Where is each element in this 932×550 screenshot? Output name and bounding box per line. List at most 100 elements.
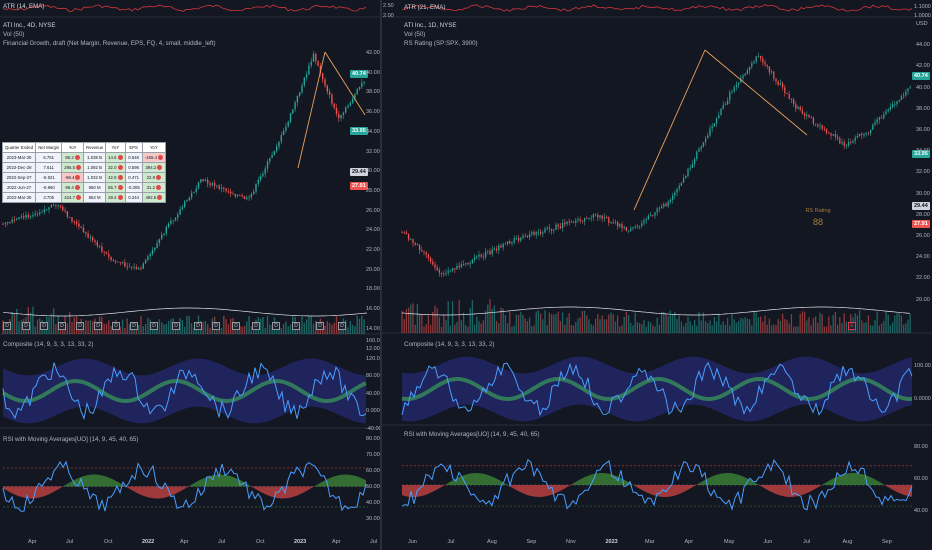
composite-legend-right[interactable]: Composite (14, 9, 3, 3, 13, 33, 2) [404,341,495,348]
atr-legend: ATR (14, EMA) [3,3,45,10]
dividend-marker-icon[interactable]: D [272,322,280,330]
rsi-ma-fill [672,485,675,497]
rsi-ma-fill [543,485,546,497]
dividend-marker-icon[interactable]: D [292,322,300,330]
candle-body [158,239,161,244]
volume-bar [138,324,140,334]
dividend-marker-icon[interactable]: D [252,322,260,330]
dot-icon [117,195,123,201]
volume-bar [572,325,575,333]
rsi-ma-fill [219,474,222,487]
volume-bar [603,319,606,333]
main-title-right[interactable]: ATI Inc., 1D, NYSE [404,22,457,29]
left-rsi-tick: 70.00 [366,452,380,458]
candle-body [828,132,830,134]
dividend-marker-icon[interactable]: D [316,322,324,330]
candle-body [20,216,23,218]
rsi-ma-fill [186,486,189,488]
dividend-marker-icon[interactable]: D [22,322,30,330]
dividend-marker-icon[interactable]: D [194,322,202,330]
rsi-ma-fill [513,485,516,490]
rsi-ma-fill [573,481,576,485]
candle-body [167,223,170,227]
candle-body [78,223,80,227]
dividend-marker-icon[interactable]: D [3,322,11,330]
candle-body [361,82,363,88]
candle-body [432,261,434,265]
financial-growth-legend[interactable]: Financial Growth, draft (Net Margin, Rev… [3,40,216,47]
rsi-ma-fill [351,474,354,487]
fin-table-cell: 42.8 [105,172,126,183]
volume-bar [843,313,845,333]
candle-body [250,194,253,198]
right-chart-pane[interactable]: ATR (21, EMA) ATI Inc., 1D, NYSE Vol (50… [382,0,932,550]
rsi-ma-fill [774,485,777,495]
volume-bar [287,326,289,334]
dividend-marker-icon[interactable]: D [40,322,48,330]
dividend-marker-icon[interactable]: D [172,322,180,330]
rsi-ma-fill [129,486,132,491]
candle-body [757,55,760,57]
left-chart-canvas[interactable] [0,0,380,550]
rsi-ma-fill [498,479,501,485]
volume-bar [715,321,718,333]
dividend-marker-icon[interactable]: D [212,322,220,330]
rsi-legend[interactable]: RSI with Moving Averages[UO] (14, 9, 45,… [3,436,139,443]
volume-bar [845,321,848,333]
dot-icon [157,155,163,161]
dividend-marker-icon[interactable]: D [232,322,240,330]
rsi-legend-right[interactable]: RSI with Moving Averages[UO] (14, 9, 45,… [404,431,540,438]
volume-bar [900,315,903,333]
fin-table-cell: 960 M [82,182,107,193]
candle-body [603,217,606,219]
rsi-ma-fill [540,485,543,497]
candle-body [839,138,841,144]
candle-body [742,75,744,79]
rsi-ma-fill [258,486,261,493]
candle-body [887,109,889,112]
vol-legend[interactable]: Vol (50) [3,31,25,38]
dividend-marker-icon[interactable]: D [112,322,120,330]
candle-body [724,104,727,106]
candle-body [128,266,131,268]
candle-body [29,216,32,218]
main-title[interactable]: ATI Inc., 4D, NYSE [3,22,56,29]
volume-bar [733,319,735,333]
earnings-marker-icon[interactable]: E [848,322,856,330]
volume-bar [225,319,227,334]
dot-icon [117,155,123,161]
dividend-marker-icon[interactable]: D [130,322,138,330]
volume-bar [643,320,645,333]
right-chart-canvas[interactable] [382,0,932,550]
volume-bar [619,326,621,333]
rs-rating-legend[interactable]: RS Rating (SP:SPX, 3900) [404,40,478,47]
candle-body [345,107,347,113]
volume-bar [509,311,511,333]
candle-body [674,192,676,196]
candle-body [225,188,227,192]
candle-body [193,192,195,193]
pane-divider[interactable] [380,0,382,550]
left-chart-pane[interactable]: ATR (14, EMA) ATI Inc., 4D, NYSE Vol (50… [0,0,380,550]
composite-legend[interactable]: Composite (14, 9, 3, 3, 13, 33, 2) [3,341,94,348]
left-price-tick: 30.00 [366,168,380,175]
volume-bar [103,323,105,334]
candle-body [647,215,650,220]
dividend-marker-icon[interactable]: D [338,322,346,330]
candle-body [331,94,333,104]
dividend-marker-icon[interactable]: D [76,322,84,330]
time-tick: Nov [566,539,576,545]
dividend-marker-icon[interactable]: D [150,322,158,330]
candle-body [533,232,535,235]
dividend-marker-icon[interactable]: D [58,322,66,330]
left-price-tick: 40.00 [366,69,380,76]
volume-bar [652,325,654,333]
dividend-marker-icon[interactable]: D [94,322,102,330]
rsi-ma-fill [48,486,51,495]
volume-bar [20,319,23,334]
vol-legend-right[interactable]: Vol (50) [404,31,426,38]
dot-icon [157,165,163,171]
rsi-ma-fill [348,474,351,487]
candle-body [223,187,225,189]
rsi-ma-fill [819,484,822,487]
